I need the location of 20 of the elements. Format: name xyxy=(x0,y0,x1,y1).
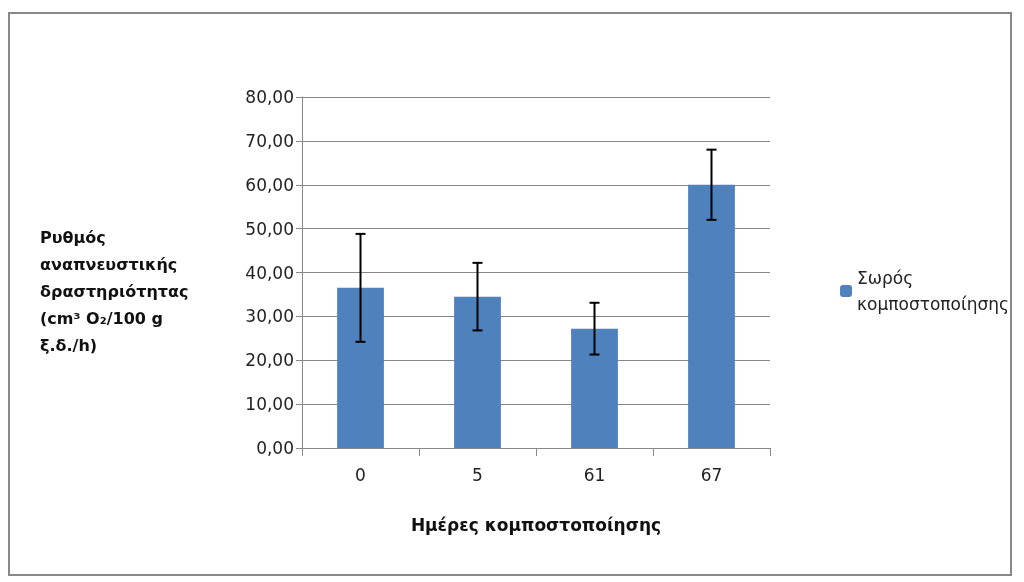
y-tick-label: 60,00 xyxy=(245,174,294,195)
y-tick-label: 70,00 xyxy=(245,130,294,151)
y-tick-label: 10,00 xyxy=(245,394,294,415)
y-tick-label: 80,00 xyxy=(245,87,294,107)
x-tick-label: 61 xyxy=(583,464,606,485)
y-tick-label: 40,00 xyxy=(245,262,294,283)
x-tick-label: 5 xyxy=(472,464,483,485)
y-tick-label: 30,00 xyxy=(245,306,294,327)
x-tick-label: 0 xyxy=(355,464,366,485)
bar xyxy=(454,296,501,448)
bar xyxy=(571,328,618,448)
y-tick-label: 0,00 xyxy=(256,438,294,458)
y-axis-title: Ρυθμός αναπνευστικής δραστηριότητας (cm³ O₂/100 g ξ.δ./h) xyxy=(40,227,189,355)
bar xyxy=(337,287,384,448)
legend-label: Σωρός κομποστοποίησης xyxy=(857,268,1010,314)
y-tick-label: 20,00 xyxy=(245,350,294,371)
y-tick-label: 50,00 xyxy=(245,218,294,239)
x-tick-label: 67 xyxy=(700,464,723,485)
bar xyxy=(688,184,735,448)
x-axis-title: Ημέρες κομποστοποίησης xyxy=(410,514,662,535)
